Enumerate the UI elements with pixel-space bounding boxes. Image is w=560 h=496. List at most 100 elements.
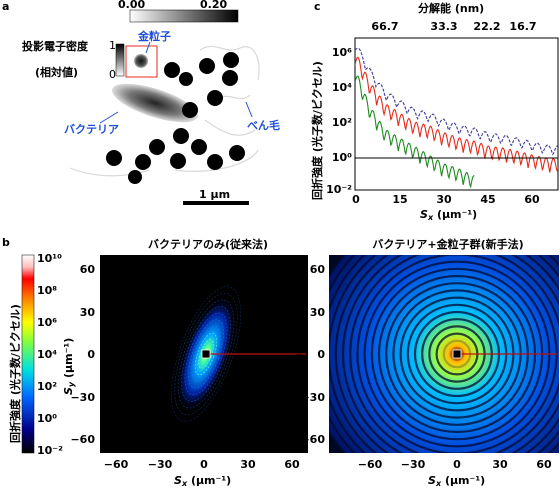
zoom-box: [125, 45, 158, 78]
mini-scale-bottom: 0: [109, 68, 116, 81]
colorbar-min-label: 0.00: [118, 0, 145, 11]
right-ylabel: Sy (μm⁻¹): [291, 338, 305, 395]
left-ylabel: Sy (μm⁻¹): [62, 338, 76, 395]
colorbar-tick: 10²: [37, 380, 57, 393]
y-tick-label: 10²: [332, 116, 352, 129]
y-tick-label: 10⁻²: [326, 183, 352, 196]
fringe-ring: [334, 255, 559, 453]
panel-label-a: a: [2, 0, 9, 13]
x-tick-label: −60: [358, 458, 383, 471]
top-tick-label: 33.3: [430, 20, 457, 33]
speckle-fringe: [191, 326, 221, 382]
top-axis-title: 分解能 (nm): [418, 1, 484, 15]
flagella-pointer: [245, 101, 253, 118]
x-tick-label: 60: [536, 458, 552, 471]
x-tick-label: 0: [200, 458, 208, 471]
right-xticks: −60 −30 0 30 60: [358, 458, 552, 471]
y-tick-label: −60: [300, 433, 325, 446]
flagella-label: べん毛: [247, 118, 280, 132]
top-tick-label: 22.2: [473, 20, 500, 33]
top-tick-label: 66.7: [371, 20, 398, 33]
x-tick-label: −30: [401, 458, 426, 471]
density-label-2: (相対値): [35, 65, 78, 79]
plot-c-ylabel: 回折強度 (光子数/ピクセル): [310, 61, 324, 200]
y-tick-label: 0: [317, 348, 325, 361]
density-label-1: 投影電子密度: [22, 39, 89, 53]
y-tick-label: −60: [70, 433, 95, 446]
speckle-fringe: [170, 286, 242, 422]
right-yticks: 60 30 0 −30 −60: [300, 263, 325, 446]
plot-c-yticks: 10⁶ 10⁴ 10² 10⁰ 10⁻²: [326, 46, 352, 196]
speckle-fringe: [177, 299, 235, 409]
speckle-fringe: [181, 306, 231, 402]
bacteria-label: バクテリア: [64, 123, 119, 136]
mini-colorbar: [115, 43, 125, 77]
intensity-colorbar: [21, 254, 35, 454]
speckle-fringe: [198, 339, 214, 369]
y-tick-label: 10⁶: [332, 46, 352, 59]
left-xticks: −60 −30 0 30 60: [104, 458, 300, 471]
panel-label-c: c: [314, 0, 321, 13]
y-tick-label: −30: [70, 391, 95, 404]
bacteria-pointer: [99, 111, 119, 124]
x-tick-label: 60: [284, 458, 300, 471]
y-tick-label: 30: [310, 306, 326, 319]
right-heatmap-title: バクテリア+金粒子群(新手法): [372, 237, 523, 251]
b-colorbar-ticks: 10¹⁰ 10⁸ 10⁶ 10⁴ 10² 10⁰ 10⁻²: [37, 252, 63, 457]
x-tick-label: 0: [352, 193, 360, 206]
fringe-ring: [341, 255, 559, 453]
speckle-fringe: [194, 332, 218, 376]
top-tick-label: 16.7: [509, 20, 536, 33]
scale-bar: [183, 201, 249, 205]
y-tick-label: 30: [80, 306, 96, 319]
colorbar-tick: 10¹⁰: [37, 252, 62, 265]
y-tick-label: 60: [310, 263, 326, 276]
fringe-ring: [349, 255, 559, 453]
gold-pointer: [145, 41, 151, 54]
density-colorbar: [129, 9, 239, 23]
series-line-2: [355, 75, 475, 189]
colorbar-max-label: 0.20: [200, 0, 227, 11]
x-tick-label: 30: [492, 458, 508, 471]
x-tick-label: 60: [524, 193, 540, 206]
gold-particles: [106, 52, 245, 184]
gold-label: 金粒子: [137, 29, 171, 43]
flagella: [69, 45, 260, 177]
x-tick-label: −60: [104, 458, 129, 471]
y-tick-label: −30: [300, 391, 325, 404]
left-yticks: 60 30 0 −30 −60: [70, 263, 95, 446]
bacterium: [111, 83, 199, 123]
colorbar-tick: 10⁻²: [37, 444, 63, 457]
scale-bar-label: 1 μm: [199, 188, 230, 201]
left-heatmap-title: バクテリアのみ(従来法): [148, 237, 268, 251]
x-tick-label: −30: [148, 458, 173, 471]
left-xlabel: Sx (μm⁻¹): [174, 474, 231, 488]
right-beamstop: [452, 349, 462, 359]
plot-c-frame: [354, 37, 559, 191]
series-line-0: [355, 47, 558, 156]
series-line-1: [355, 56, 558, 173]
y-tick-label: 60: [80, 263, 96, 276]
plot-c-xticks: 0 15 30 45 60: [352, 193, 540, 206]
colorbar-tick: 10⁰: [37, 412, 57, 425]
colorbar-tick: 10⁶: [37, 316, 57, 329]
y-tick-label: 10⁴: [332, 81, 352, 94]
zoomed-gold-particle: [134, 54, 148, 68]
speckle-fringe: [187, 319, 225, 389]
y-tick-label: 0: [87, 348, 95, 361]
right-xlabel: Sx (μm⁻¹): [428, 474, 485, 488]
plot-c-series: [355, 47, 558, 189]
mini-scale-top: 1: [109, 39, 116, 52]
speckle-fringe: [184, 312, 228, 396]
left-beamstop: [201, 349, 211, 359]
b-colorbar-label: 回折強度 (光子数/ピクセル): [8, 304, 22, 443]
y-tick-label: 10⁰: [332, 151, 352, 164]
colorbar-tick: 10⁸: [37, 284, 57, 297]
panel-label-b: b: [2, 236, 10, 249]
top-axis-ticks: 66.7 33.3 22.2 16.7: [371, 20, 536, 33]
x-tick-label: 0: [453, 458, 461, 471]
plot-c-xlabel: Sx (μm⁻¹): [420, 208, 477, 222]
x-tick-label: 15: [392, 193, 407, 206]
x-tick-label: 45: [480, 193, 495, 206]
